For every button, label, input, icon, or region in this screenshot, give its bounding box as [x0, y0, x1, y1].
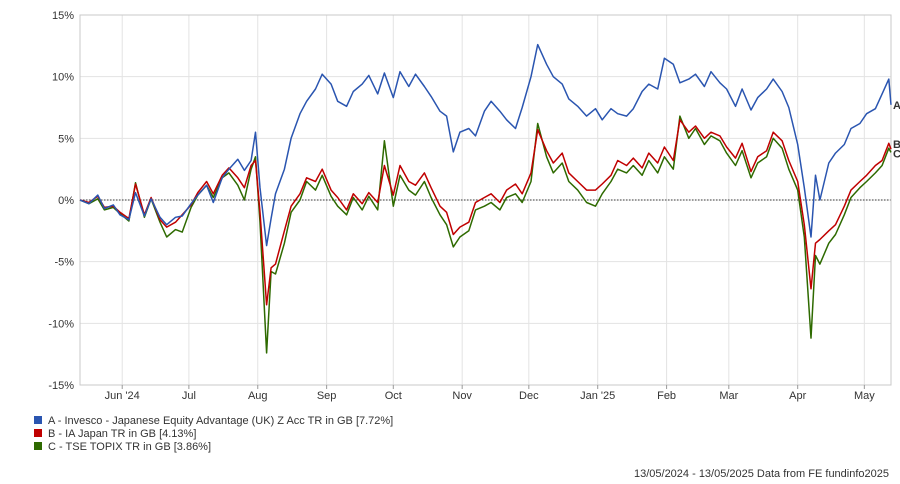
x-tick-label: Aug — [248, 390, 268, 402]
y-tick-label: 5% — [58, 133, 74, 145]
series-lines — [79, 43, 892, 354]
legend-label: B - IA Japan TR in GB [4.13%] — [48, 428, 197, 440]
series-end-label: C — [893, 148, 900, 160]
y-tick-label: -10% — [48, 318, 74, 330]
series-end-labels: A BC — [893, 100, 900, 161]
legend-swatch — [34, 442, 42, 451]
legend-label: A - Invesco - Japanese Equity Advantage … — [48, 415, 394, 427]
y-tick-label: 10% — [52, 72, 74, 84]
x-tick-label: Feb — [657, 390, 676, 402]
x-tick-label: Jun '24 — [105, 390, 140, 402]
y-axis-ticks: 15% 10% 5% 0% -5% -10% -15% — [48, 10, 74, 392]
y-tick-label: -15% — [48, 380, 74, 392]
legend: A - Invesco - Japanese Equity Advantage … — [34, 415, 393, 454]
x-tick-label: Sep — [317, 390, 337, 402]
legend-item: A - Invesco - Japanese Equity Advantage … — [34, 415, 393, 428]
x-tick-label: Dec — [519, 390, 539, 402]
x-tick-label: Apr — [789, 390, 806, 402]
x-axis-ticks: Jun '24 Jul Aug Sep Oct Nov Dec Jan '25 Feb Mar Ap… — [105, 385, 875, 402]
y-tick-label: -5% — [54, 257, 74, 269]
legend-item: B - IA Japan TR in GB [4.13%] — [34, 428, 393, 441]
series-line-c — [79, 115, 892, 354]
series-end-label: A — [893, 100, 900, 112]
y-tick-label: 0% — [58, 195, 74, 207]
x-tick-label: Oct — [385, 390, 402, 402]
footer-text: 13/05/2024 - 13/05/2025 Data from FE fun… — [633, 468, 889, 480]
x-tick-label: Mar — [719, 390, 738, 402]
x-tick-label: May — [854, 390, 875, 402]
legend-swatch — [34, 429, 42, 438]
x-tick-label: Jan '25 — [580, 390, 615, 402]
series-line-b — [79, 119, 892, 306]
series-line-a — [79, 43, 892, 247]
series-end-label: B — [893, 139, 900, 151]
x-tick-label: Jul — [182, 390, 196, 402]
legend-swatch — [34, 416, 42, 425]
x-tick-label: Nov — [452, 390, 472, 402]
legend-label: C - TSE TOPIX TR in GB [3.86%] — [48, 441, 212, 453]
legend-item: C - TSE TOPIX TR in GB [3.86%] — [34, 441, 393, 454]
y-tick-label: 15% — [52, 10, 74, 22]
